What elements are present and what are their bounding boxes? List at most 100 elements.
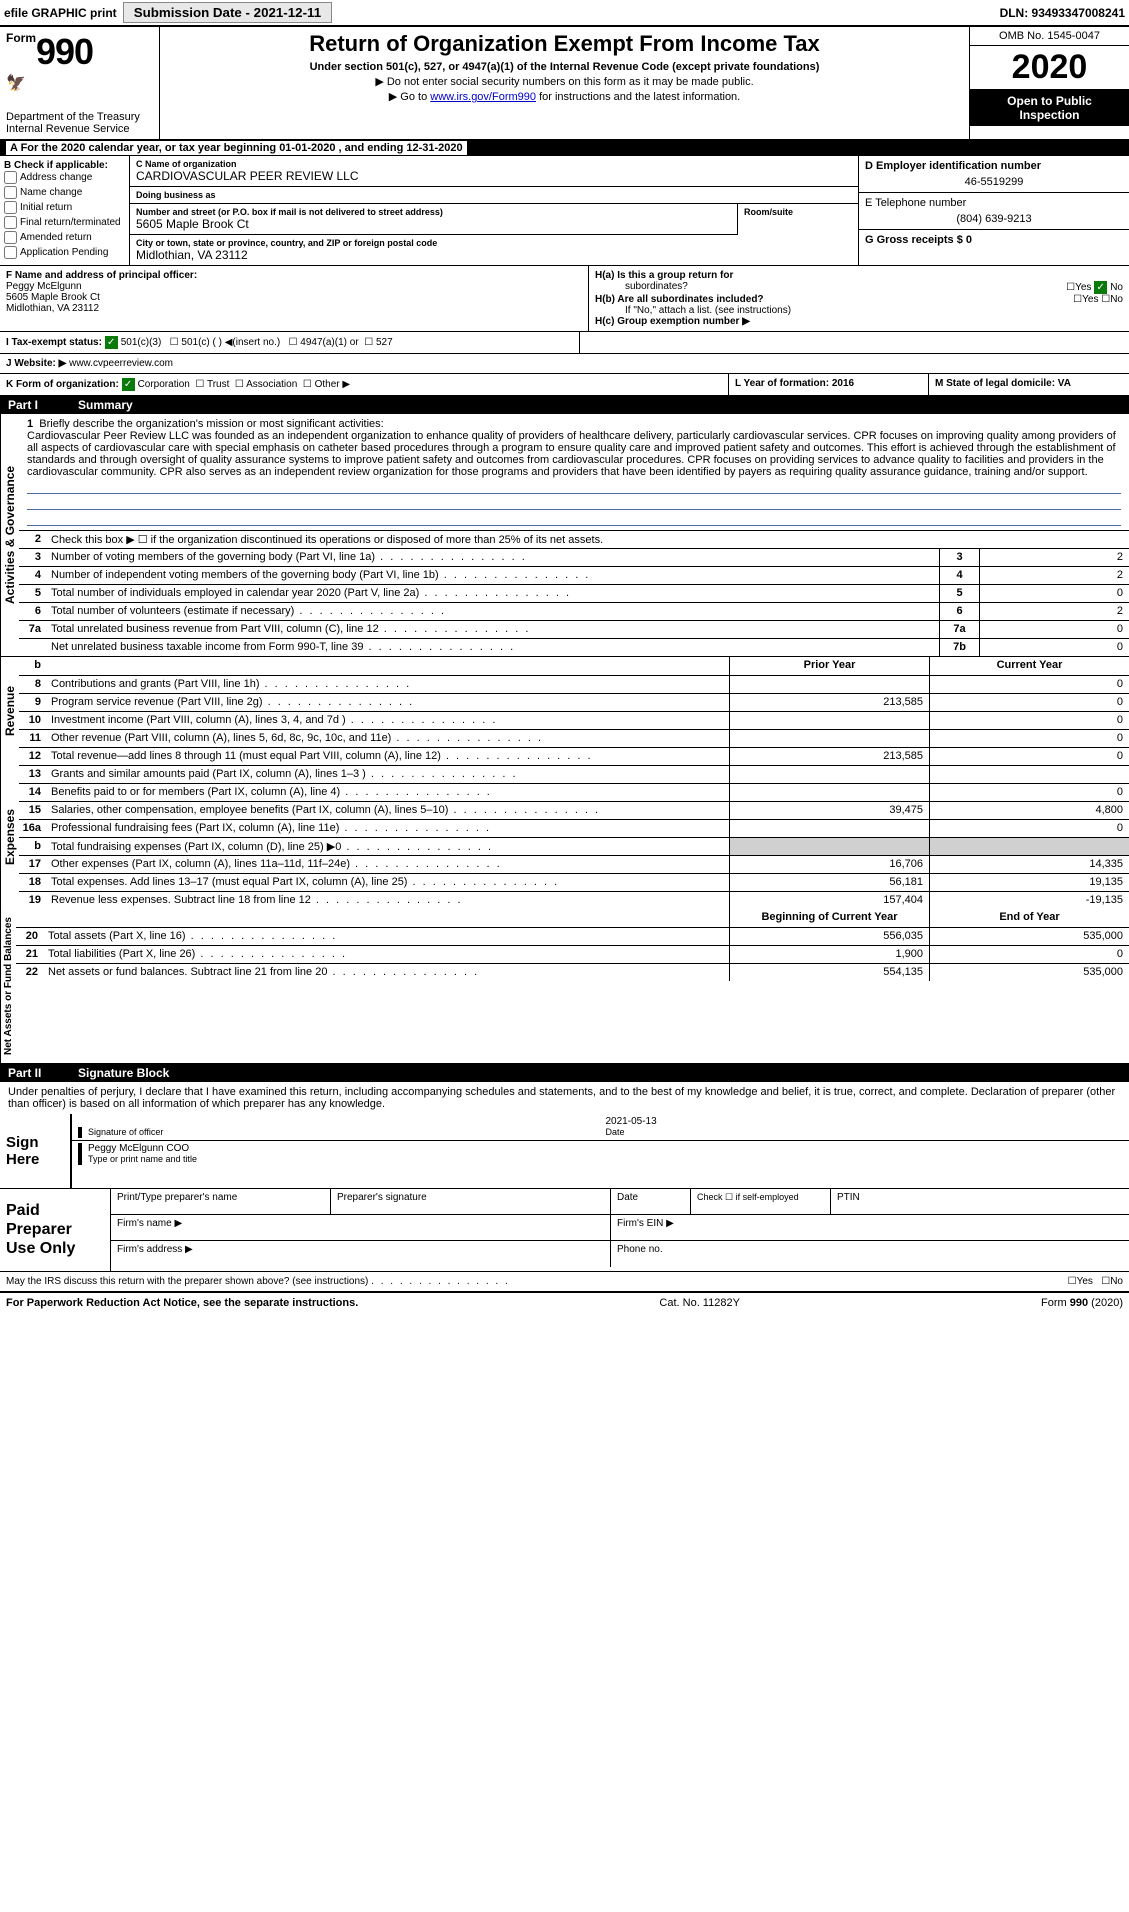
row-desc: Total assets (Part X, line 16) — [44, 928, 729, 945]
row-desc: Benefits paid to or for members (Part IX… — [47, 784, 729, 801]
discuss-yes: Yes — [1077, 1276, 1093, 1287]
ein-cell: D Employer identification number 46-5519… — [859, 156, 1129, 193]
tax-year: 2020 — [970, 46, 1129, 90]
curr-val: 0 — [929, 784, 1129, 801]
check-application-pending[interactable]: Application Pending — [4, 246, 125, 259]
curr-val — [929, 766, 1129, 783]
row-box: 7a — [939, 621, 979, 638]
current-year-header: Current Year — [929, 657, 1129, 675]
check-initial-return[interactable]: Initial return — [4, 201, 125, 214]
row-desc: Contributions and grants (Part VIII, lin… — [47, 676, 729, 693]
line1-label: Briefly describe the organization's miss… — [39, 418, 383, 430]
website-row: J Website: ▶ www.cvpeerreview.com — [0, 354, 1129, 374]
footer-mid: Cat. No. 11282Y — [659, 1297, 740, 1309]
omb-number: OMB No. 1545-0047 — [970, 27, 1129, 46]
check-address-change[interactable]: Address change — [4, 171, 125, 184]
form-org-row: K Form of organization: ✓Corporation ☐ T… — [0, 374, 1129, 396]
curr-val: 535,000 — [929, 964, 1129, 981]
check-icon: ✓ — [1094, 281, 1107, 294]
paid-preparer-row: Paid Preparer Use Only Print/Type prepar… — [0, 1189, 1129, 1272]
check-final-return[interactable]: Final return/terminated — [4, 216, 125, 229]
vert-label-net: Net Assets or Fund Balances — [0, 909, 16, 1063]
summary-row: 19 Revenue less expenses. Subtract line … — [19, 891, 1129, 909]
gross-receipts-cell: G Gross receipts $ 0 — [859, 230, 1129, 250]
prior-val — [729, 730, 929, 747]
prior-val: 56,181 — [729, 874, 929, 891]
k-other: Other ▶ — [315, 379, 350, 390]
vert-label-revenue: Revenue — [0, 657, 19, 765]
row-desc: Program service revenue (Part VIII, line… — [47, 694, 729, 711]
dba-cell: Doing business as — [130, 187, 858, 204]
ha-yesno: ☐Yes ✓No — [1066, 281, 1123, 294]
row-val: 0 — [979, 639, 1129, 656]
tax-status-row: I Tax-exempt status: ✓501(c)(3) ☐ 501(c)… — [0, 332, 1129, 354]
row-num: 15 — [19, 802, 47, 819]
summary-row: b Total fundraising expenses (Part IX, c… — [19, 837, 1129, 855]
curr-val: 0 — [929, 946, 1129, 963]
part2-header: Part II Signature Block — [0, 1064, 1129, 1082]
form-subtitle: Under section 501(c), 527, or 4947(a)(1)… — [168, 61, 961, 73]
prior-val — [729, 676, 929, 693]
city-label: City or town, state or province, country… — [136, 238, 852, 248]
principal-officer: F Name and address of principal officer:… — [0, 266, 589, 331]
check-amended[interactable]: Amended return — [4, 231, 125, 244]
status-501c: 501(c) ( ) ◀(insert no.) — [181, 337, 280, 348]
row-num: 9 — [19, 694, 47, 711]
row-desc: Net unrelated business taxable income fr… — [47, 639, 939, 656]
prep-row1: Print/Type preparer's name Preparer's si… — [111, 1189, 1129, 1215]
check-name-change[interactable]: Name change — [4, 186, 125, 199]
hb-label: H(b) Are all subordinates included? — [595, 294, 764, 305]
revenue-section: Revenue b Prior Year Current Year 8 Cont… — [0, 657, 1129, 765]
curr-val: 19,135 — [929, 874, 1129, 891]
row-desc: Total expenses. Add lines 13–17 (must eq… — [47, 874, 729, 891]
summary-row: 18 Total expenses. Add lines 13–17 (must… — [19, 873, 1129, 891]
irs-link[interactable]: www.irs.gov/Form990 — [430, 91, 536, 103]
ha-sub: subordinates? — [595, 281, 688, 294]
goto-pre: ▶ Go to — [389, 91, 430, 103]
rule-line — [27, 496, 1121, 510]
addr-value: 5605 Maple Brook Ct — [136, 217, 731, 231]
status-501c3: 501(c)(3) — [121, 337, 162, 348]
vert-label-expenses: Expenses — [0, 765, 19, 909]
inspection-line1: Open to Public — [1007, 94, 1092, 108]
curr-val: 0 — [929, 820, 1129, 837]
sig-officer-label: Signature of officer — [88, 1127, 163, 1137]
prior-year-header: Prior Year — [729, 657, 929, 675]
row-val: 2 — [979, 603, 1129, 620]
sig-officer-line: Signature of officer 2021-05-13 Date — [72, 1114, 1129, 1141]
row-desc: Total revenue—add lines 8 through 11 (mu… — [47, 748, 729, 765]
ha-label: H(a) Is this a group return for — [595, 270, 733, 281]
sig-date-label: Date — [606, 1127, 625, 1137]
prior-val: 16,706 — [729, 856, 929, 873]
k-trust: Trust — [207, 379, 229, 390]
row-num: 6 — [19, 603, 47, 620]
row-desc: Total number of individuals employed in … — [47, 585, 939, 602]
prior-val — [729, 838, 929, 855]
top-bar: efile GRAPHIC print Submission Date - 20… — [0, 0, 1129, 27]
room-cell: Room/suite — [738, 204, 858, 235]
row-desc: Net assets or fund balances. Subtract li… — [44, 964, 729, 981]
f-label: F Name and address of principal officer: — [6, 270, 582, 281]
status-527: 527 — [376, 337, 393, 348]
summary-row: Net unrelated business taxable income fr… — [19, 638, 1129, 656]
hb-note: If "No," attach a list. (see instruction… — [595, 305, 1123, 316]
summary-row: 16a Professional fundraising fees (Part … — [19, 819, 1129, 837]
prior-val — [729, 766, 929, 783]
paid-preparer-label: Paid Preparer Use Only — [0, 1189, 110, 1271]
form-header: Form990 🦅 Department of the Treasury Int… — [0, 27, 1129, 140]
curr-val: 0 — [929, 730, 1129, 747]
summary-row: 17 Other expenses (Part IX, column (A), … — [19, 855, 1129, 873]
prior-val — [729, 784, 929, 801]
row-num: 7a — [19, 621, 47, 638]
discuss-no: No — [1110, 1276, 1123, 1287]
form-title: Return of Organization Exempt From Incom… — [168, 31, 961, 57]
submission-date-button[interactable]: Submission Date - 2021-12-11 — [123, 2, 332, 23]
prior-val: 213,585 — [729, 748, 929, 765]
goto-post: for instructions and the latest informat… — [536, 91, 740, 103]
prep-check-label: Check ☐ if self-employed — [691, 1189, 831, 1214]
row-desc: Other expenses (Part IX, column (A), lin… — [47, 856, 729, 873]
header-right: OMB No. 1545-0047 2020 Open to Public In… — [969, 27, 1129, 139]
g-label: G Gross receipts $ 0 — [865, 234, 1123, 246]
officer-addr2: Midlothian, VA 23112 — [6, 303, 582, 314]
row-desc: Investment income (Part VIII, column (A)… — [47, 712, 729, 729]
